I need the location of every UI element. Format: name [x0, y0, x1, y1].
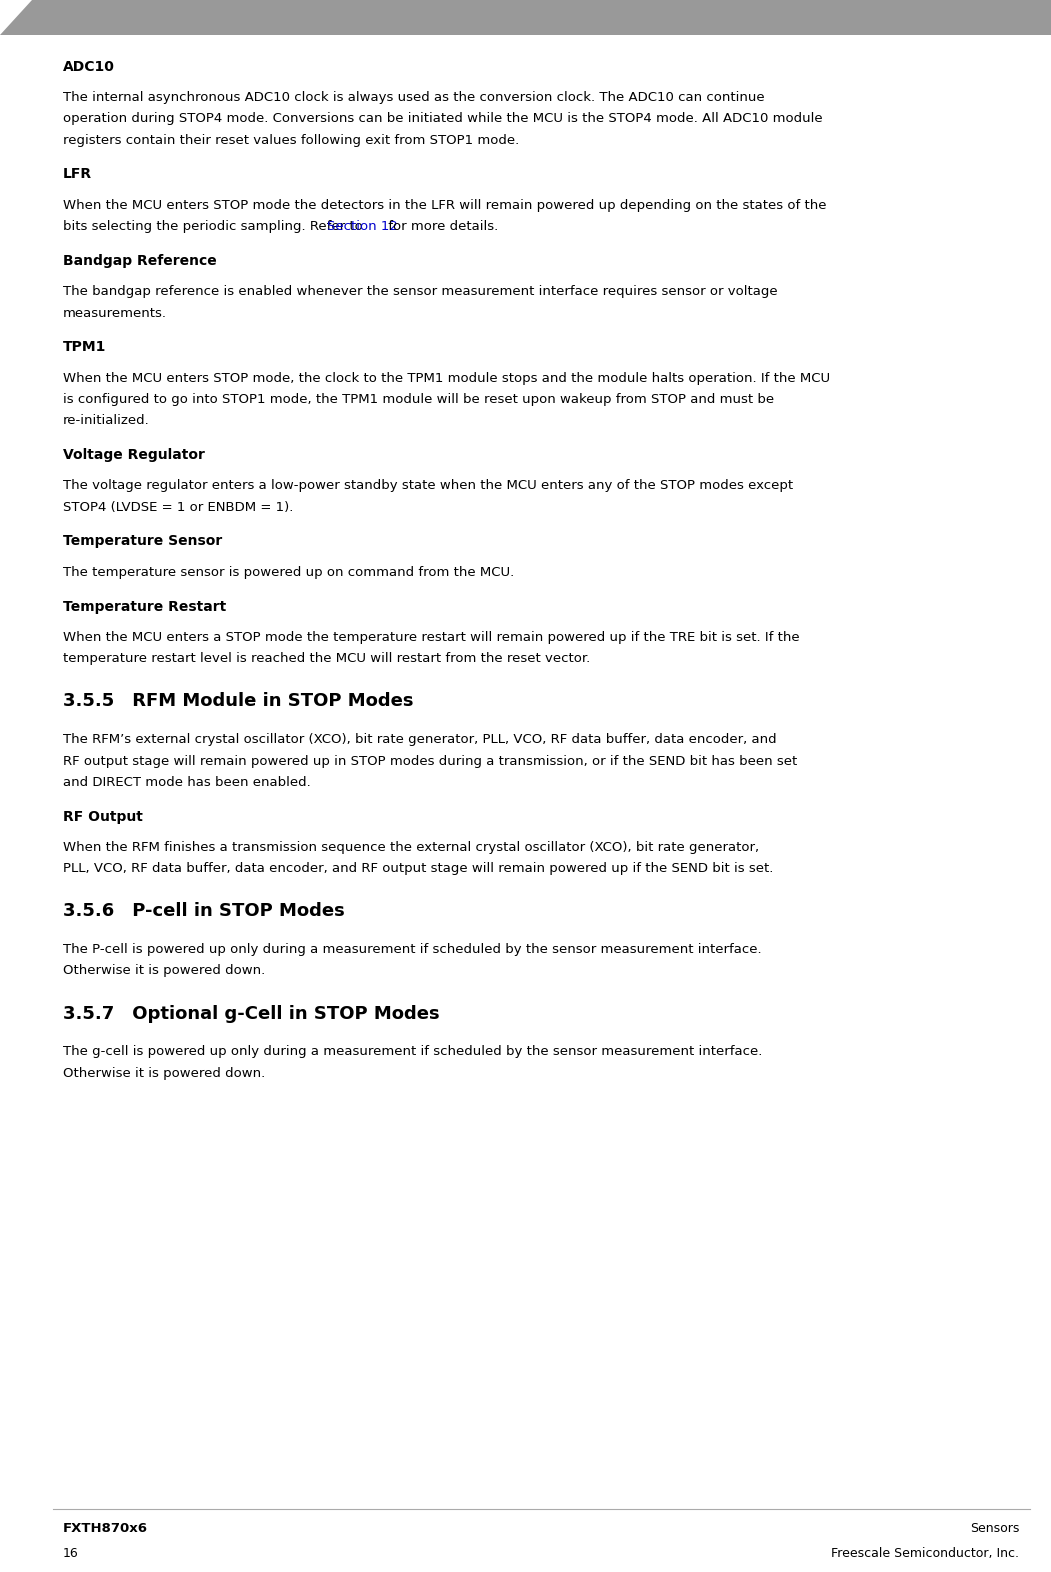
- Text: Otherwise it is powered down.: Otherwise it is powered down.: [63, 964, 265, 978]
- Text: and DIRECT mode has been enabled.: and DIRECT mode has been enabled.: [63, 775, 311, 789]
- Text: STOP4 (LVDSE = 1 or ENBDM = 1).: STOP4 (LVDSE = 1 or ENBDM = 1).: [63, 500, 293, 514]
- Text: registers contain their reset values following exit from STOP1 mode.: registers contain their reset values fol…: [63, 134, 519, 146]
- Polygon shape: [0, 0, 1051, 35]
- Text: The voltage regulator enters a low-power standby state when the MCU enters any o: The voltage regulator enters a low-power…: [63, 479, 794, 492]
- Text: FXTH870x6: FXTH870x6: [63, 1522, 148, 1534]
- Text: TPM1: TPM1: [63, 340, 106, 354]
- Text: is configured to go into STOP1 mode, the TPM1 module will be reset upon wakeup f: is configured to go into STOP1 mode, the…: [63, 393, 775, 406]
- Text: The P-cell is powered up only during a measurement if scheduled by the sensor me: The P-cell is powered up only during a m…: [63, 943, 762, 956]
- Text: 3.5.6 P-cell in STOP Modes: 3.5.6 P-cell in STOP Modes: [63, 902, 345, 920]
- Text: re-initialized.: re-initialized.: [63, 413, 150, 428]
- Text: Temperature Restart: Temperature Restart: [63, 599, 226, 613]
- Text: operation during STOP4 mode. Conversions can be initiated while the MCU is the S: operation during STOP4 mode. Conversions…: [63, 112, 823, 126]
- Text: When the MCU enters a STOP mode the temperature restart will remain powered up i: When the MCU enters a STOP mode the temp…: [63, 630, 800, 645]
- Text: The RFM’s external crystal oscillator (XCO), bit rate generator, PLL, VCO, RF da: The RFM’s external crystal oscillator (X…: [63, 733, 777, 747]
- Text: Section 12: Section 12: [327, 220, 398, 233]
- Text: LFR: LFR: [63, 167, 92, 181]
- Text: The bandgap reference is enabled whenever the sensor measurement interface requi: The bandgap reference is enabled wheneve…: [63, 285, 778, 299]
- Text: PLL, VCO, RF data buffer, data encoder, and RF output stage will remain powered : PLL, VCO, RF data buffer, data encoder, …: [63, 861, 774, 876]
- Text: bits selecting the periodic sampling. Refer to: bits selecting the periodic sampling. Re…: [63, 220, 367, 233]
- Text: temperature restart level is reached the MCU will restart from the reset vector.: temperature restart level is reached the…: [63, 652, 591, 665]
- Text: Sensors: Sensors: [970, 1522, 1019, 1534]
- Text: Bandgap Reference: Bandgap Reference: [63, 253, 217, 267]
- Text: ADC10: ADC10: [63, 60, 115, 74]
- Text: When the MCU enters STOP mode the detectors in the LFR will remain powered up de: When the MCU enters STOP mode the detect…: [63, 198, 826, 212]
- Text: The g-cell is powered up only during a measurement if scheduled by the sensor me: The g-cell is powered up only during a m…: [63, 1045, 762, 1058]
- Text: When the RFM finishes a transmission sequence the external crystal oscillator (X: When the RFM finishes a transmission seq…: [63, 841, 759, 854]
- Text: The temperature sensor is powered up on command from the MCU.: The temperature sensor is powered up on …: [63, 566, 514, 578]
- Text: Freescale Semiconductor, Inc.: Freescale Semiconductor, Inc.: [831, 1547, 1019, 1559]
- Text: 3.5.7 Optional g-Cell in STOP Modes: 3.5.7 Optional g-Cell in STOP Modes: [63, 1005, 439, 1022]
- Text: Voltage Regulator: Voltage Regulator: [63, 448, 205, 462]
- Text: When the MCU enters STOP mode, the clock to the TPM1 module stops and the module: When the MCU enters STOP mode, the clock…: [63, 371, 830, 385]
- Text: measurements.: measurements.: [63, 307, 167, 319]
- Text: for more details.: for more details.: [384, 220, 498, 233]
- Text: RF output stage will remain powered up in STOP modes during a transmission, or i: RF output stage will remain powered up i…: [63, 755, 798, 767]
- Text: RF Output: RF Output: [63, 810, 143, 824]
- Text: 3.5.5 RFM Module in STOP Modes: 3.5.5 RFM Module in STOP Modes: [63, 692, 413, 711]
- Text: Otherwise it is powered down.: Otherwise it is powered down.: [63, 1066, 265, 1080]
- Text: Temperature Sensor: Temperature Sensor: [63, 534, 223, 549]
- Text: 16: 16: [63, 1547, 79, 1559]
- Text: The internal asynchronous ADC10 clock is always used as the conversion clock. Th: The internal asynchronous ADC10 clock is…: [63, 91, 765, 104]
